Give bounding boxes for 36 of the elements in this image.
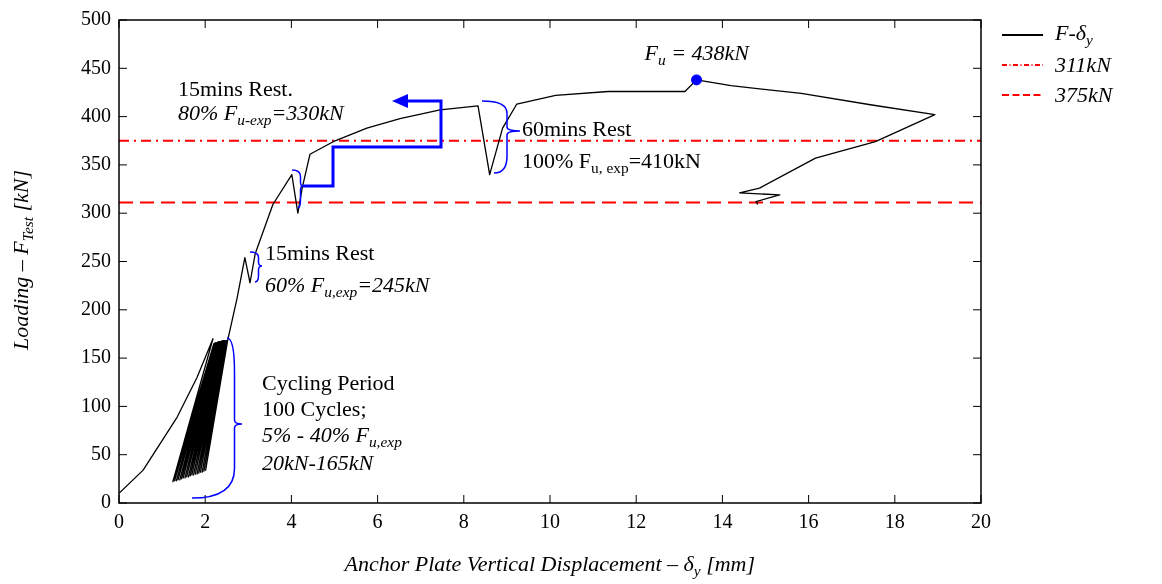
annotation: 60mins Rest: [522, 116, 632, 141]
y-tick-label: 0: [101, 490, 111, 513]
y-tick-label: 300: [81, 200, 111, 223]
y-tick-label: 100: [81, 393, 111, 416]
x-tick-label: 12: [626, 510, 647, 533]
y-tick-label: 150: [81, 345, 111, 368]
annotation: 80% F$_{u-exp}$=330kN: [178, 100, 344, 129]
legend-label: 375kN: [1055, 82, 1113, 108]
x-tick-label: 2: [200, 510, 211, 533]
annotation: 60% F$_{u,exp}$=245kN: [265, 272, 430, 301]
legend-label: F-δ$_{y}$: [1055, 20, 1093, 50]
x-axis-title: Anchor Plate Vertical Displacement – δ$_{y}$ [mm]: [344, 551, 756, 580]
y-tick-label: 250: [81, 248, 111, 271]
annotation: 15mins Rest: [265, 240, 375, 265]
annotation: 5% - 40% F$_{u,exp}$: [262, 422, 402, 451]
x-tick-label: 4: [286, 510, 297, 533]
annotation: Cycling Period: [262, 370, 395, 395]
y-tick-label: 450: [81, 55, 111, 78]
annotation: 15mins Rest.: [178, 76, 293, 101]
x-tick-label: 20: [971, 510, 991, 533]
y-tick-label: 400: [81, 103, 111, 126]
x-tick-label: 16: [798, 510, 819, 533]
annotation: 100 Cycles;: [262, 396, 367, 421]
x-tick-label: 8: [458, 510, 469, 533]
x-tick-label: 10: [540, 510, 560, 533]
annotation: 100% F$_{u, exp}$=410kN: [522, 148, 701, 177]
y-tick-label: 500: [81, 7, 111, 30]
x-tick-label: 14: [712, 510, 733, 533]
y-tick-label: 350: [81, 152, 111, 175]
y-tick-label: 50: [91, 441, 111, 464]
x-tick-label: 6: [372, 510, 383, 533]
annotation: F$_{u}$ = 438kN: [644, 39, 749, 69]
legend-label: 311kN: [1055, 52, 1111, 78]
y-tick-label: 200: [81, 297, 111, 320]
x-tick-label: 18: [884, 510, 905, 533]
annotation: 20kN-165kN: [262, 450, 374, 475]
